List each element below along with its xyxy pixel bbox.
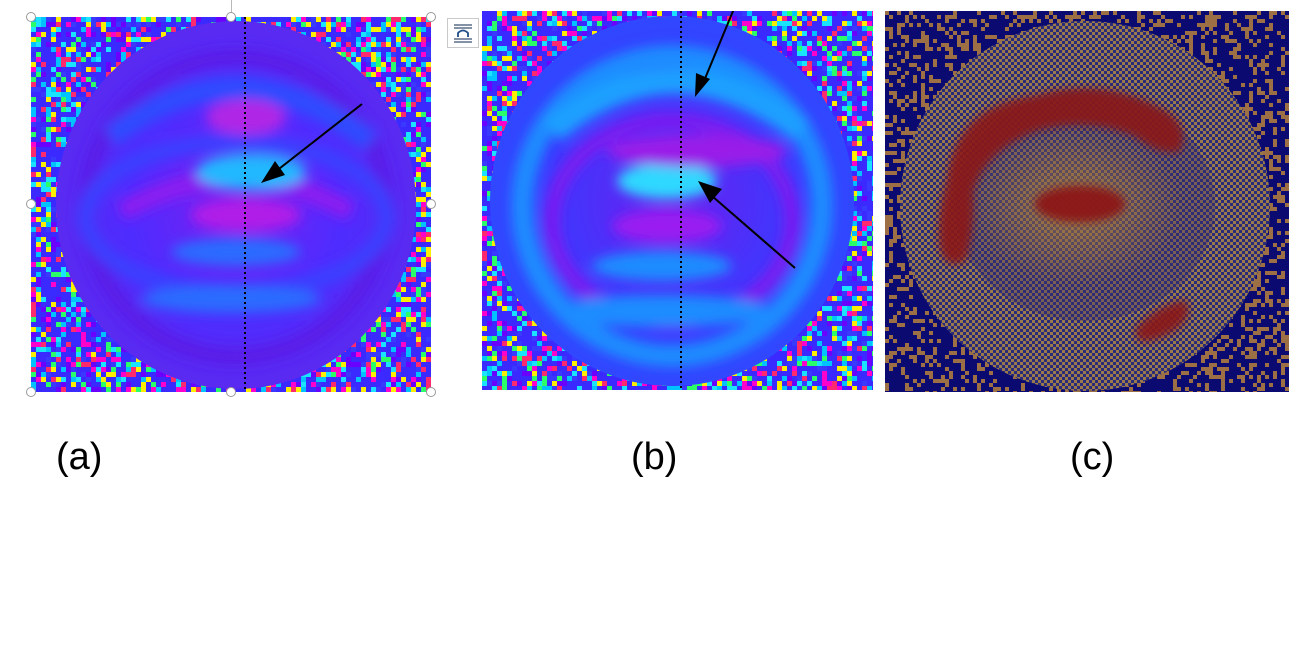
arrow-head-bottom-icon — [698, 181, 722, 203]
fringes — [511, 45, 833, 367]
resize-handle-left[interactable] — [26, 199, 36, 209]
caption-a: (a) — [56, 436, 103, 478]
image-panel-a[interactable] — [31, 17, 431, 392]
image-panel-b — [482, 11, 873, 390]
arrow-head-icon — [261, 161, 285, 183]
resize-handle-bottom-right[interactable] — [426, 387, 436, 397]
image-panel-c — [885, 11, 1289, 392]
red-regions — [939, 88, 1189, 341]
resize-handle-top-left[interactable] — [26, 12, 36, 22]
wrap-text-icon — [454, 24, 472, 43]
arrow-head-top-icon — [695, 73, 710, 97]
caption-c: (c) — [1070, 436, 1115, 478]
resize-handle-bottom[interactable] — [226, 387, 236, 397]
overlay-map-c — [885, 11, 1289, 392]
resize-handle-right[interactable] — [426, 199, 436, 209]
fringes — [77, 48, 395, 366]
caption-b: (b) — [631, 436, 678, 478]
rotate-handle-stem — [231, 0, 232, 14]
layout-options-button[interactable] — [447, 18, 479, 48]
resize-handle-top[interactable] — [226, 12, 236, 22]
resize-handle-bottom-left[interactable] — [26, 387, 36, 397]
resize-handle-top-right[interactable] — [426, 12, 436, 22]
phase-map-a — [31, 17, 431, 392]
phase-map-b — [482, 11, 873, 390]
arrow-line-top — [703, 11, 735, 82]
arrow-line — [274, 103, 363, 173]
arrow-line-bottom — [711, 195, 796, 269]
